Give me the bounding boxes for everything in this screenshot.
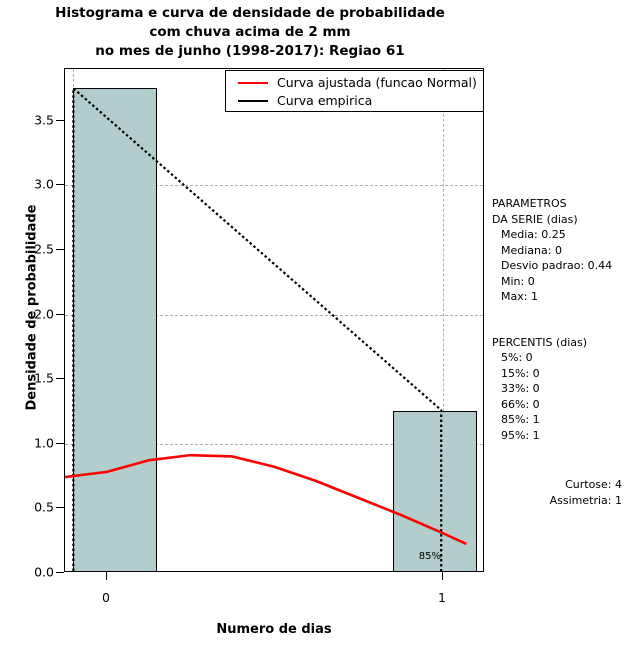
parameter-item: Desvio padrao: 0.44 [501,259,613,272]
parameters-list: Media: 0.25 Mediana: 0 Desvio padrao: 0.44… [492,227,640,305]
y-axis-tick-mark [56,378,64,380]
percentile-item: 15%: 0 [501,366,540,380]
percentile-item: 66%: 0 [501,397,540,411]
y-axis-tick-mark [56,507,64,509]
percentiles-title: PERCENTIS (dias) [492,335,588,349]
y-axis-tick-label: 1.0 [34,435,54,451]
histogram-bar [73,88,158,571]
legend-item-fitted: Curva ajustada (funcao Normal) [226,74,483,92]
parameter-item: Mediana: 0 [501,243,562,257]
y-axis-tick-mark [56,572,64,573]
percentiles-group: PERCENTIS (dias) 5%: 0 15%: 0 33%: 0 66%: 0… [492,335,640,444]
fitted-curve-path [65,453,467,546]
y-axis-tick-label: 3.0 [34,176,54,192]
legend-label-fitted: Curva ajustada (funcao Normal) [277,75,477,90]
parameters-title-line-1: PARAMETROS [492,197,567,210]
y-axis-tick-mark [56,313,64,315]
parameter-item: Media: 0.25 [501,228,566,241]
y-axis-tick-mark [56,119,64,121]
x-axis-tick-label: 0 [102,590,110,605]
y-axis-tick-label: 2.5 [34,241,54,257]
moments-group: Curtose: 4 Assimetria: 1 [492,477,640,508]
percentile-marker-label: 85% [418,551,441,562]
statistics-panel: PARAMETROS DA SERIE (dias) Media: 0.25 Me… [492,196,640,508]
y-axis-tick-label: 0.5 [34,499,54,515]
kurtosis-value: Curtose: 4 [565,478,622,491]
parameters-group: PARAMETROS DA SERIE (dias) Media: 0.25 Me… [492,196,640,305]
parameters-title-line-2: DA SERIE (dias) [492,212,578,226]
legend-label-empirical: Curva empirica [277,93,373,108]
plot-area: 85% [64,68,484,572]
gridline-horizontal [65,314,483,316]
percentile-marker-line [443,69,444,571]
x-axis-tick-mark [442,572,443,580]
y-axis-tick-mark [56,184,64,186]
parameter-item: Min: 0 [501,274,535,288]
legend-swatch-empirical [238,100,268,102]
chart-title-line-2: com chuva acima de 2 mm [149,24,351,40]
y-axis-tick-marks [12,68,64,573]
x-axis-tick-mark [106,572,107,580]
y-axis-tick-mark [56,248,64,250]
percentiles-list: 5%: 0 15%: 0 33%: 0 66%: 0 85%: 1 95%: 1 [492,350,640,443]
percentile-item: 95%: 1 [501,428,540,442]
y-axis-tick-label: 1.5 [34,370,54,386]
x-axis-tick-label: 1 [438,590,446,605]
legend-item-empirical: Curva empirica [226,92,483,110]
y-axis-tick-label: 2.0 [34,306,54,322]
empirical-curve-path [72,85,443,571]
plot-inner: 85% [65,69,483,571]
y-axis-tick-mark [56,442,64,444]
gridline-horizontal [65,185,483,187]
gridline-horizontal [65,443,483,445]
y-axis-tick-label: 3.5 [34,112,54,128]
legend: Curva ajustada (funcao Normal) Curva emp… [225,70,484,112]
chart-title-line-1: Histograma e curva de densidade de proba… [55,5,445,21]
chart-title: Histograma e curva de densidade de proba… [0,4,500,61]
percentile-item: 33%: 0 [501,382,540,395]
chart-title-line-3: no mes de junho (1998-2017): Regiao 61 [95,43,405,59]
legend-swatch-fitted [238,82,268,84]
curve-layer [65,85,467,571]
percentile-item: 5%: 0 [501,351,533,364]
y-axis-tick-label: 0.0 [34,564,54,580]
skewness-value: Assimetria: 1 [549,493,622,507]
parameter-item: Max: 1 [501,290,538,303]
percentile-item: 85%: 1 [501,413,540,426]
y-axis-tick-labels: 0.0 0.5 1.0 1.5 2.0 2.5 3.0 3.5 [16,68,54,579]
x-axis-label: Numero de dias [216,622,332,637]
histogram-bar [392,411,477,571]
